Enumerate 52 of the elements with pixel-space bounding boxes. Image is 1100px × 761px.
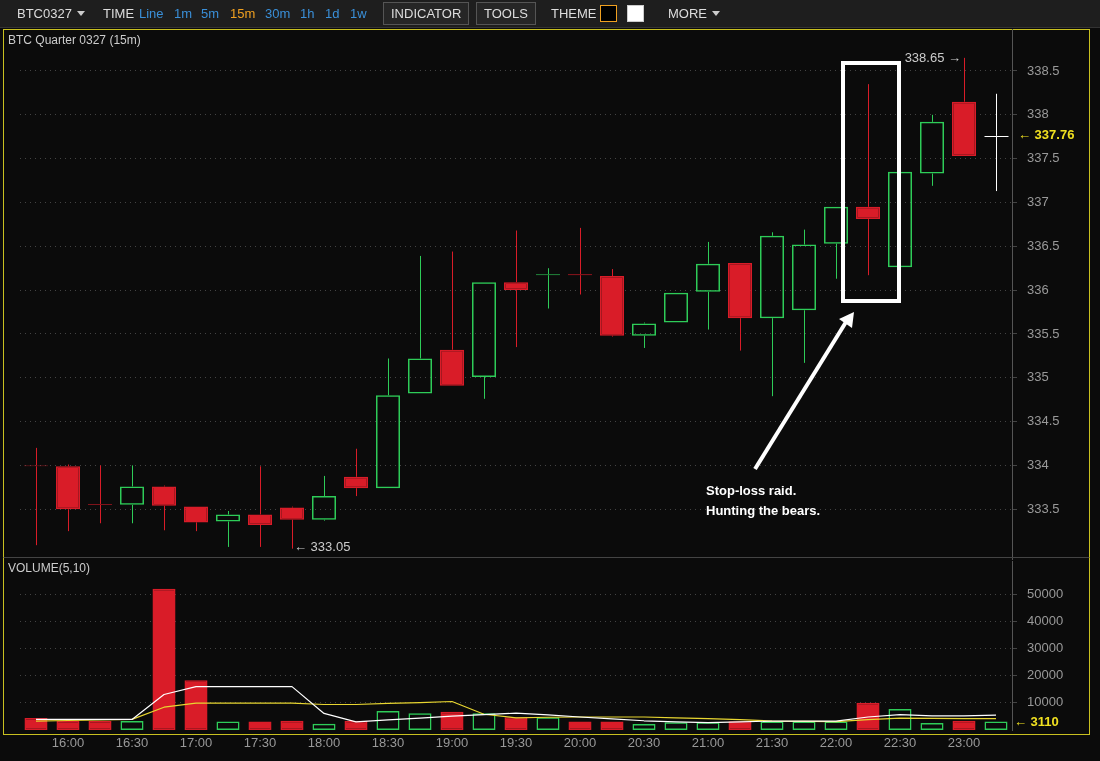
text: 1d <box>325 6 340 21</box>
y-tick-label: 336.5 <box>1027 237 1060 253</box>
text: ← 337.76 <box>1018 126 1075 142</box>
y-tick-label: 336 <box>1027 281 1049 297</box>
x-tick-label: 21:30 <box>755 735 789 751</box>
x-tick-label: 20:30 <box>627 735 661 751</box>
text: 1w <box>350 6 367 21</box>
text: BTC0327 <box>17 6 72 21</box>
x-tick-label: 20:00 <box>563 735 597 751</box>
x-tick-label: 21:00 <box>691 735 725 751</box>
x-tick-label: 16:00 <box>51 735 85 751</box>
annotation: ← 333.05 <box>294 538 351 554</box>
text: INDICATOR <box>383 2 470 25</box>
x-tick-label: 18:30 <box>371 735 405 751</box>
text: 1h <box>300 6 315 21</box>
y-tick-label: 20000 <box>1027 667 1064 683</box>
text: TOOLS <box>476 2 536 25</box>
annotation: Stop-loss raid. Hunting the bears. <box>706 482 821 518</box>
text: THEME <box>551 6 597 21</box>
y-tick-label: 335.5 <box>1027 325 1060 341</box>
y-tick-label: 337.5 <box>1027 150 1060 166</box>
text: MORE <box>668 6 707 21</box>
y-tick-label: 338.5 <box>1027 62 1060 78</box>
x-tick-label: 16:30 <box>115 735 149 751</box>
y-tick-label: 337 <box>1027 194 1049 210</box>
x-tick-label: 23:00 <box>947 735 981 751</box>
y-tick-label: 335 <box>1027 369 1049 385</box>
y-tick-label: 338 <box>1027 106 1049 122</box>
text: Line <box>139 6 164 21</box>
x-tick-label: 17:00 <box>179 735 213 751</box>
x-tick-label: 17:30 <box>243 735 277 751</box>
text: 1m <box>174 6 193 21</box>
x-tick-label: 22:30 <box>883 735 917 751</box>
x-tick-label: 18:00 <box>307 735 341 751</box>
y-tick-label: 334.5 <box>1027 413 1060 429</box>
y-tick-label: 40000 <box>1027 613 1064 629</box>
x-tick-label: 19:00 <box>435 735 469 751</box>
y-tick-label: 50000 <box>1027 585 1064 601</box>
x-tick-label: 19:30 <box>499 735 533 751</box>
chart-title: BTC Quarter 0327 (15m) <box>8 33 141 47</box>
x-tick-label: 22:00 <box>819 735 853 751</box>
text: 30m <box>265 6 291 21</box>
text: 15m <box>230 6 256 21</box>
text: 5m <box>201 6 220 21</box>
annotation: 338.65 → <box>904 49 961 65</box>
y-tick-label: 333.5 <box>1027 500 1060 516</box>
y-tick-label: 334 <box>1027 456 1049 472</box>
chart-title: VOLUME(5,10) <box>8 561 91 575</box>
y-tick-label: 30000 <box>1027 640 1064 656</box>
y-tick-label: 10000 <box>1027 694 1064 710</box>
text: TIME <box>103 6 135 21</box>
text: ← 3110 <box>1014 713 1059 729</box>
